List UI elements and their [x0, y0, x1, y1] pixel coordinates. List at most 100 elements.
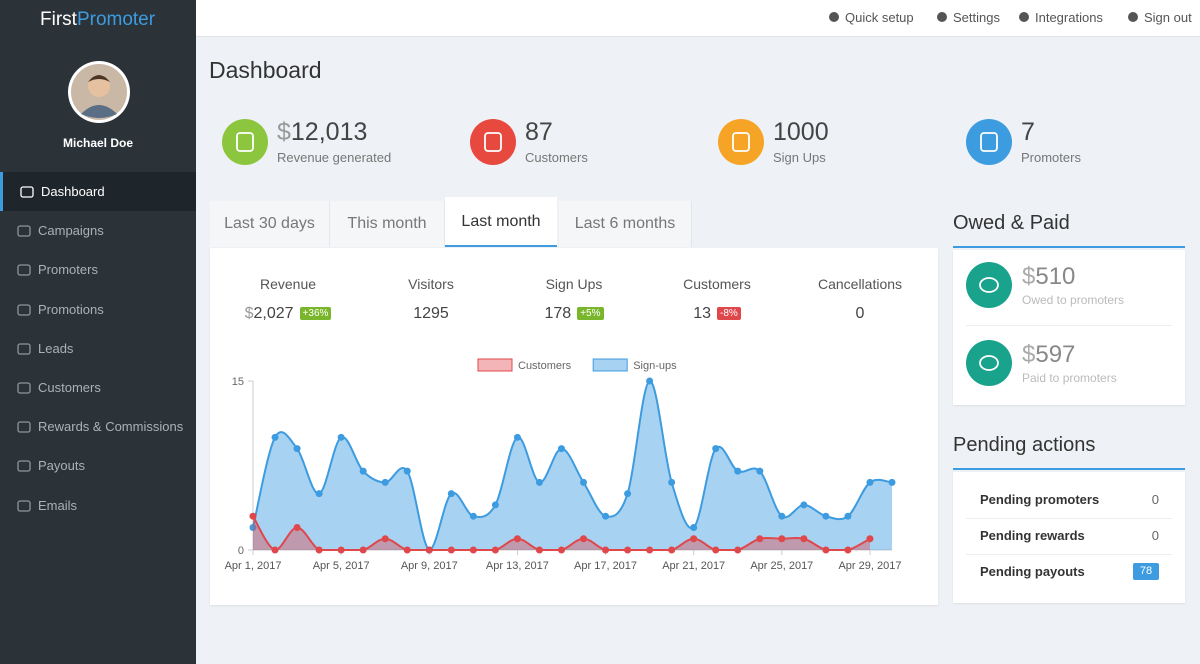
brand-second: Promoter [76, 9, 156, 30]
stat-amount: 87 [525, 118, 553, 146]
data-point [491, 501, 499, 509]
stat-amount: 1000 [773, 118, 829, 146]
x-tick-label: Apr 29, 2017 [838, 560, 901, 572]
data-point [469, 512, 477, 520]
data-point [580, 478, 588, 486]
pending-badge: 78 [1133, 563, 1159, 580]
data-point [778, 512, 786, 520]
topbar-icon [937, 12, 947, 22]
data-point [535, 546, 543, 554]
pending-label[interactable]: Pending promoters [980, 492, 1100, 507]
stat-amount: 12,013 [290, 118, 368, 146]
section-rule [953, 468, 1185, 470]
icon-shape [17, 303, 31, 316]
icon-glyph [979, 355, 999, 371]
data-point [447, 546, 455, 554]
data-point [271, 546, 279, 554]
stat-icon [966, 119, 1012, 165]
stats-card: Revenue $2,027 +36% Visitors 1295 Sign Ups 178… [210, 248, 938, 605]
data-point [580, 535, 588, 543]
data-point [557, 546, 565, 554]
pending-label[interactable]: Pending payouts [980, 564, 1085, 579]
x-tick-label: Apr 25, 2017 [750, 560, 813, 572]
icon-glyph [484, 132, 502, 152]
data-point [822, 512, 830, 520]
icon-shape [17, 460, 31, 473]
metric-label: Sign Ups [545, 276, 603, 292]
pending-count: 0 [1151, 528, 1159, 543]
stat-icon [222, 119, 268, 165]
data-point [469, 546, 477, 554]
data-point [778, 535, 786, 543]
nav-label: Payouts [38, 458, 85, 474]
nav-item[interactable]: Emails [0, 486, 196, 525]
nav-label: Customers [38, 380, 101, 395]
data-point [535, 478, 543, 486]
data-point [822, 546, 830, 554]
icon-circle [966, 119, 1012, 165]
nav-item[interactable]: Rewards & Commissions [0, 407, 196, 446]
nav-icon [17, 460, 31, 473]
x-tick-label: Apr 17, 2017 [574, 560, 637, 572]
divider [966, 554, 1172, 555]
owed-amount: 597 [1035, 341, 1076, 368]
stat-value: 1000 [773, 118, 829, 147]
nav-item[interactable]: Payouts [0, 446, 196, 485]
nav-label: Rewards & Commissions [38, 419, 184, 435]
icon-circle [966, 262, 1012, 308]
data-point [337, 433, 345, 441]
data-point [756, 535, 764, 543]
nav-item[interactable]: Promoters [0, 250, 196, 289]
tab[interactable]: Last 30 days [210, 201, 330, 247]
topbar-label: Integrations [1035, 10, 1103, 25]
data-point [602, 512, 610, 520]
icon-glyph [236, 132, 254, 152]
topbar-icon [829, 12, 839, 22]
nav-item[interactable]: Customers [0, 368, 196, 407]
tab[interactable]: Last 6 months [559, 201, 692, 247]
data-point [734, 546, 742, 554]
data-point [359, 546, 367, 554]
tab[interactable]: Last month [445, 197, 557, 247]
metric-value: 1295 [413, 305, 449, 322]
data-point [668, 546, 676, 554]
metric-value: 13 [693, 305, 711, 322]
data-point [624, 546, 632, 554]
nav-label: Emails [38, 497, 78, 513]
owed-label: Paid to promoters [1022, 371, 1117, 385]
stat-label: Promoters [1021, 150, 1081, 165]
metric-row: 1295 [361, 305, 501, 323]
data-point [557, 445, 565, 453]
nav-icon [17, 499, 31, 512]
pending-label[interactable]: Pending rewards [980, 528, 1085, 543]
stat-label: Revenue generated [277, 150, 392, 165]
x-tick-label: Apr 21, 2017 [662, 560, 725, 572]
legend-swatch [592, 358, 628, 372]
nav-item[interactable]: Leads [0, 329, 196, 368]
metric-badge: -8% [717, 307, 741, 320]
nav-item[interactable]: Dashboard [0, 172, 196, 211]
data-point [359, 467, 367, 475]
nav-label: Promoters [38, 262, 98, 278]
section-rule [953, 246, 1185, 248]
owed-value: $510 [1022, 263, 1075, 291]
data-point [800, 535, 808, 543]
section-title: Pending actions [953, 434, 1096, 456]
topbar-icon [1128, 12, 1138, 22]
data-point [293, 445, 301, 453]
nav-item[interactable]: Promotions [0, 290, 196, 329]
icon-circle [470, 119, 516, 165]
tab[interactable]: This month [330, 201, 445, 247]
owed-currency: $ [1022, 263, 1036, 290]
pending-count: 0 [1151, 492, 1159, 507]
data-point [447, 490, 455, 498]
nav-item[interactable]: Campaigns [0, 211, 196, 250]
metric-row: 178 +5% [504, 305, 644, 323]
icon-shape [1019, 12, 1029, 22]
data-point [513, 433, 521, 441]
data-point [844, 546, 852, 554]
metric-label: Revenue [259, 276, 317, 292]
data-point [513, 535, 521, 543]
divider [966, 518, 1172, 519]
x-tick-label: Apr 1, 2017 [225, 560, 282, 572]
